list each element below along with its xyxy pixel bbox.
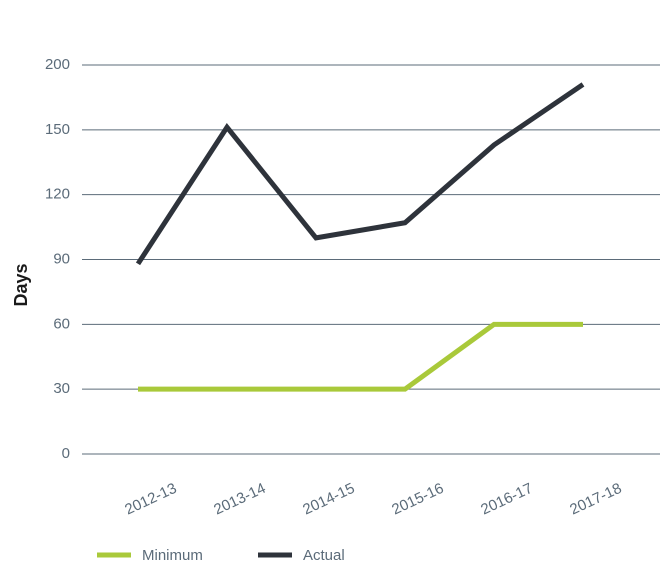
series-line	[135, 82, 585, 266]
x-tick-label: 2017-18	[567, 480, 624, 519]
y-tick-label: 90	[53, 250, 70, 267]
x-tick-label: 2013-14	[211, 480, 268, 519]
y-tick-label: 200	[45, 56, 70, 73]
x-tick-label: 2016-17	[478, 480, 535, 519]
series-line	[138, 321, 583, 392]
y-tick-label: 60	[53, 315, 70, 332]
x-tick-label: 2012-13	[122, 480, 179, 519]
legend-label: Actual	[303, 547, 345, 564]
legend-label: Minimum	[142, 547, 203, 564]
x-tick-label: 2014-15	[300, 480, 357, 519]
y-tick-label: 120	[45, 186, 70, 203]
y-axis-label: Days	[11, 263, 31, 306]
y-tick-label: 0	[62, 445, 70, 462]
x-tick-label: 2015-16	[389, 480, 446, 519]
y-tick-label: 150	[45, 121, 70, 138]
y-tick-label: 30	[53, 380, 70, 397]
